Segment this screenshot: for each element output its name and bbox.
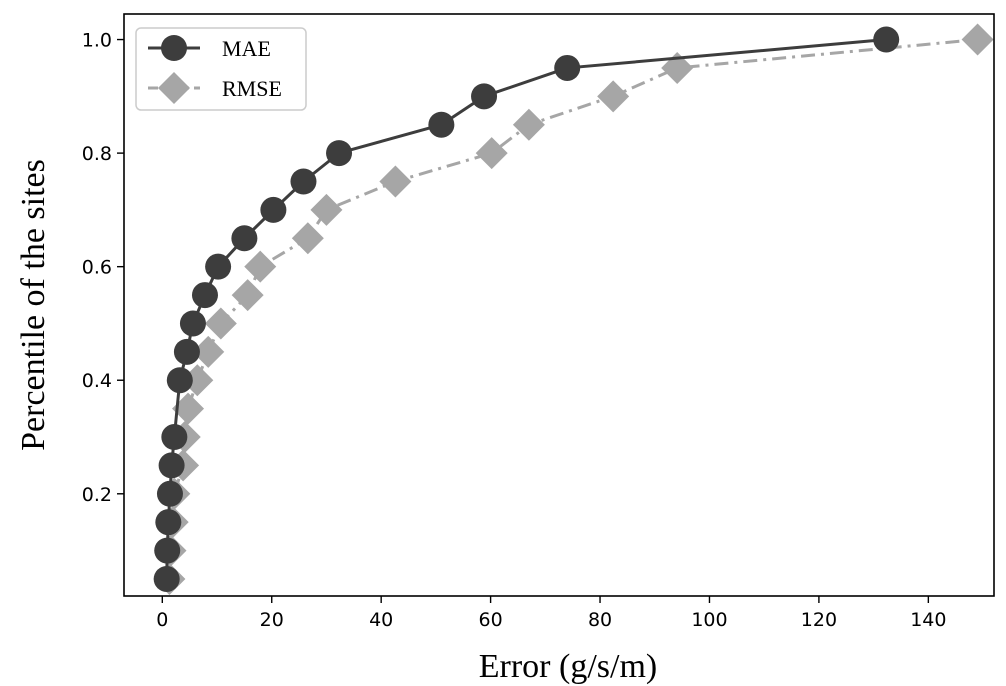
legend-marker-rmse	[158, 72, 190, 104]
data-point-rmse	[291, 222, 324, 255]
data-point-mae	[156, 480, 183, 507]
x-tick-label: 20	[260, 609, 284, 631]
data-point-rmse	[244, 250, 277, 283]
data-point-rmse	[172, 392, 205, 425]
legend-label-rmse: RMSE	[222, 76, 282, 101]
data-point-rmse	[310, 193, 343, 226]
data-point-mae	[205, 253, 232, 280]
legend-items: MAE RMSE	[148, 35, 282, 104]
x-tick-label: 140	[910, 609, 946, 631]
x-tick-label: 100	[691, 609, 727, 631]
data-point-rmse	[961, 23, 994, 56]
data-point-mae	[153, 565, 180, 592]
y-tick-label: 0.2	[82, 484, 112, 506]
data-point-mae	[326, 140, 353, 167]
plot-frame	[123, 13, 995, 597]
data-point-rmse	[204, 307, 237, 340]
data-point-rmse	[379, 165, 412, 198]
data-point-mae	[191, 282, 218, 309]
data-point-mae	[158, 452, 185, 479]
data-point-mae	[179, 310, 206, 337]
y-tick-label: 0.4	[82, 370, 112, 392]
data-point-rmse	[661, 51, 694, 84]
x-axis-title: Error (g/s/m)	[479, 648, 657, 685]
data-point-rmse	[597, 80, 630, 113]
y-axis-title: Percentile of the sites	[15, 159, 52, 451]
data-point-mae	[554, 54, 581, 81]
y-tick-label: 1.0	[82, 30, 112, 52]
axes-ticks: 0 20 40 60 80 100 120 140 0.2 0.4 0.6 0.8 1.0	[82, 30, 947, 631]
x-tick-label: 120	[801, 609, 837, 631]
series-line-rmse	[167, 38, 978, 580]
legend-marker-mae	[161, 35, 187, 61]
data-point-mae	[173, 338, 200, 365]
data-point-mae	[428, 111, 455, 138]
data-point-mae	[471, 83, 498, 110]
x-tick-label: 0	[156, 609, 168, 631]
data-point-mae	[231, 225, 258, 252]
legend: MAE RMSE	[135, 27, 307, 111]
data-point-mae	[161, 424, 188, 451]
data-point-rmse	[475, 137, 508, 170]
data-point-mae	[260, 196, 287, 223]
data-point-mae	[154, 537, 181, 564]
data-point-mae	[166, 367, 193, 394]
y-tick-label: 0.6	[82, 257, 112, 279]
y-tick-label: 0.8	[82, 143, 112, 165]
x-tick-label: 40	[369, 609, 393, 631]
data-point-rmse	[512, 108, 545, 141]
x-tick-label: 80	[588, 609, 612, 631]
data-point-mae	[873, 26, 900, 53]
plot-content	[153, 23, 994, 595]
x-tick-label: 60	[479, 609, 503, 631]
data-point-mae	[290, 168, 317, 195]
data-point-mae	[155, 509, 182, 536]
legend-label-mae: MAE	[222, 36, 271, 61]
data-point-rmse	[192, 335, 225, 368]
data-point-rmse	[231, 279, 264, 312]
